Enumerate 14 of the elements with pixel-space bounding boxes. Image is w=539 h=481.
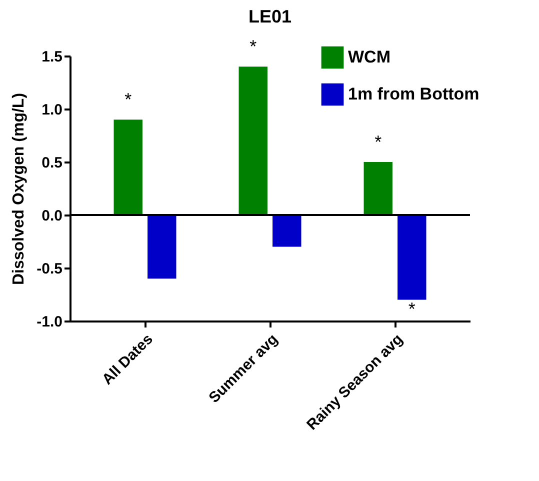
annotation: * — [374, 132, 382, 152]
y-tick-label: -1.0 — [36, 314, 62, 330]
legend-label: 1m from Bottom — [348, 84, 480, 104]
annotation: * — [250, 36, 257, 57]
annotation: * — [408, 298, 416, 319]
y-tick-label: 0.0 — [42, 208, 62, 224]
y-tick-label: -0.5 — [36, 260, 62, 278]
y-tick-label: 1.0 — [42, 102, 62, 118]
y-tick-label: 0.5 — [42, 154, 62, 172]
chart-title: LE01 — [248, 6, 292, 27]
legend-label: WCM — [348, 48, 390, 66]
y-axis-title: Dissolved Oxygen (mg/L) — [10, 92, 28, 286]
annotation: * — [124, 90, 132, 110]
y-tick-label: 1.5 — [42, 48, 62, 66]
